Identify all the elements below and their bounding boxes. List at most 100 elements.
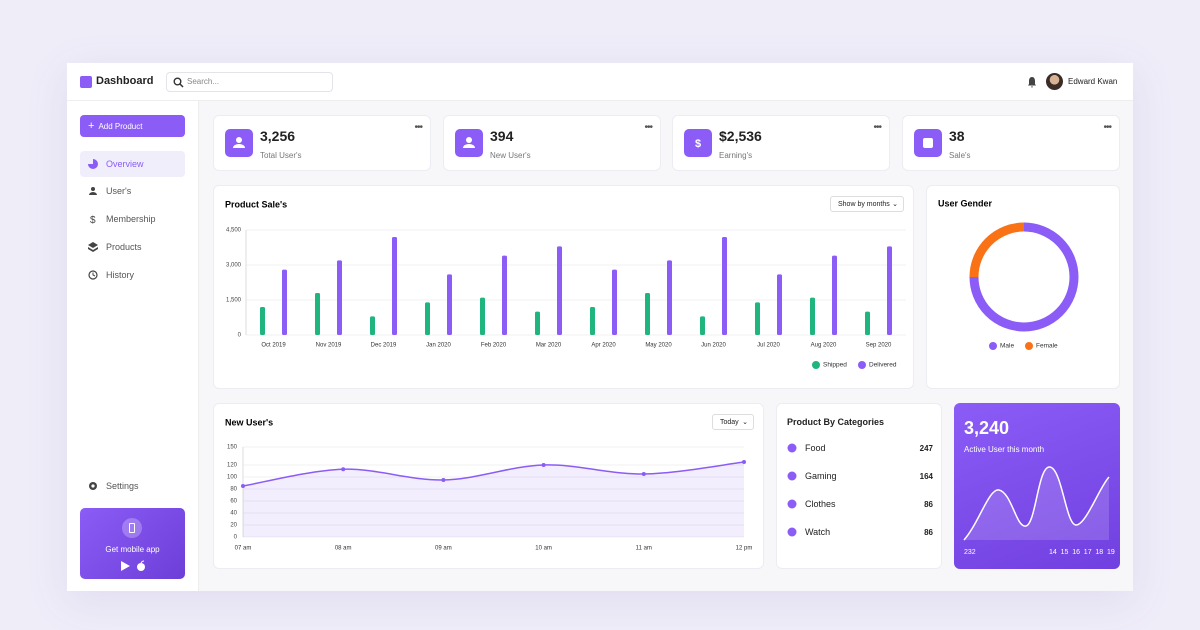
x-tick-label: 10 am [535,546,552,552]
x-tick-label: 11 am [636,546,652,552]
donut-segment [969,222,1079,332]
stat-icon: $ [684,129,712,157]
y-tick-label: 4,500 [226,228,242,234]
search-placeholder: Search... [187,77,220,86]
legend-label: Female [1036,343,1058,350]
line-point [641,472,646,476]
brand[interactable]: Dashboard [96,75,154,87]
stat-card[interactable]: 3,256 Total User's ••• [213,115,431,171]
icon-shape [466,137,472,143]
nav-label: Membership [106,214,156,224]
icon-shape [787,471,797,481]
period-dropdown[interactable]: Today ⌄ [712,414,754,430]
nav-item[interactable]: Products [80,234,185,260]
nav-label: Overview [106,159,144,169]
chart-title: New User's [225,417,273,427]
legend-label: Shipped [823,362,847,369]
x-tick-label: Oct 2019 [261,343,286,349]
bar [667,260,672,335]
legend-label: Male [1000,343,1014,350]
nav-label: User's [106,186,132,196]
category-icon [787,527,797,537]
x-tick-label: Dec 2019 [371,343,397,349]
donut-segment [969,222,1025,278]
add-product-button[interactable]: + Add Product [80,115,185,137]
active-start: 232 [964,549,976,556]
icon-shape [463,144,475,148]
stat-icon [914,129,942,157]
bar [832,255,837,335]
line-point [341,467,346,472]
bell-icon[interactable] [1027,76,1037,88]
stat-label: Total User's [260,151,302,160]
logo-icon [80,76,92,88]
line-point [541,463,546,467]
stat-label: New User's [490,151,531,160]
chart-title: Product Sale's [225,199,287,209]
stat-icon [225,129,253,157]
bar [370,316,375,335]
user-name[interactable]: Edward Kwan [1068,77,1118,86]
nav-item[interactable]: Overview [80,151,185,177]
day-label: 16 [1072,549,1080,556]
bar [502,255,507,335]
bar [590,307,595,335]
bar [557,246,562,335]
x-tick-label: 12 pm [736,546,753,552]
category-icon [787,443,797,453]
promo-card[interactable]: Get mobile app [80,508,185,579]
bar [260,307,265,335]
y-tick-label: 60 [230,499,237,505]
header: Dashboard Search... Edward Kwan [67,63,1133,101]
search-box[interactable]: Search... [166,72,333,92]
y-tick-label: 100 [227,475,238,481]
chevron: ⌄ [742,419,748,426]
plus-icon: + [88,120,95,132]
y-tick-label: 0 [238,333,242,339]
y-tick-label: 3,000 [226,263,242,269]
phone-icon [122,518,142,538]
category-row[interactable]: Clothes 86 [787,497,933,511]
stat-value: 394 [490,128,514,144]
settings-item[interactable]: Settings [80,473,185,499]
x-tick-label: May 2020 [645,343,672,349]
period-dropdown[interactable]: Show by months ⌄ [830,196,904,212]
nav-item[interactable]: $ Membership [80,206,185,232]
y-tick-label: 1,500 [226,298,242,304]
category-value: 247 [919,443,933,453]
nav-label: Settings [106,481,139,491]
active-wave [963,466,1110,541]
legend-label: Delivered [869,362,897,369]
category-row[interactable]: Food 247 [787,441,933,455]
card-title: Product By Categories [787,417,885,427]
stat-card[interactable]: $ $2,536 Earning's ••• [672,115,890,171]
dropdown-label: Show by months [838,200,890,208]
legend-swatch [812,361,820,369]
nav-item[interactable]: User's [80,178,185,204]
more-menu: ••• [644,122,652,133]
category-name: Watch [805,527,831,537]
icon-glyph: $ [695,138,701,150]
legend-swatch [1025,342,1033,350]
active-value: 3,240 [964,418,1010,438]
dropdown-label: Today [720,418,739,426]
category-row[interactable]: Gaming 164 [787,469,933,483]
icon-shape [787,499,797,509]
chevron: ⌄ [892,201,898,208]
promo-label: Get mobile app [105,545,160,554]
x-tick-label: Sep 2020 [866,343,892,349]
day-label: 18 [1095,549,1104,556]
avatar[interactable] [1046,73,1063,90]
stat-card[interactable]: 394 New User's ••• [443,115,661,171]
legend-swatch [989,342,997,350]
icon-text: $ [695,138,701,150]
icon-shape [233,144,245,148]
nav-icon [89,187,97,195]
icon-glyph [463,137,475,148]
nav-item[interactable]: History [80,262,185,288]
nav-icon: $ [90,215,96,224]
stat-card[interactable]: 38 Sale's ••• [902,115,1120,171]
category-row[interactable]: Watch 86 [787,525,933,539]
line-point [441,478,446,482]
